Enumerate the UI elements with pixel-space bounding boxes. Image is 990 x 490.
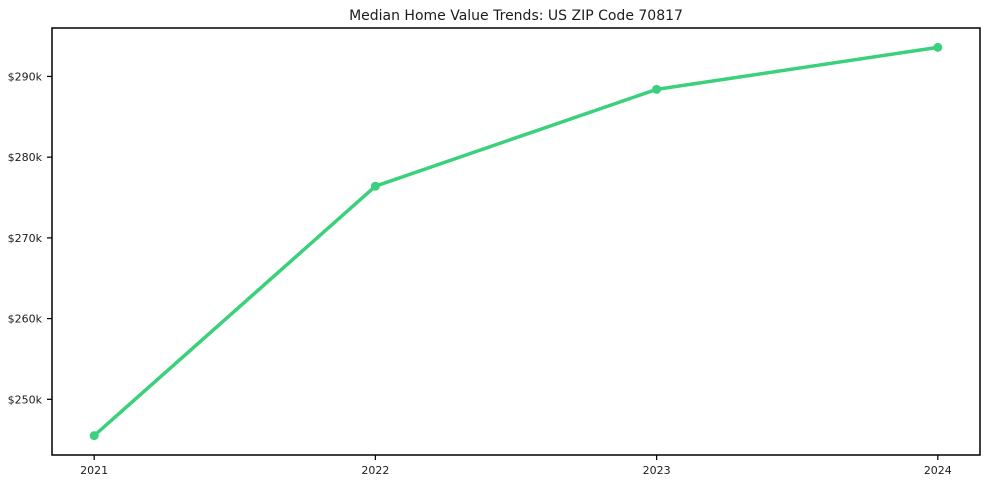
data-point-2024 bbox=[933, 42, 943, 52]
y-tick-label: $290k bbox=[8, 70, 43, 83]
data-point-2022 bbox=[370, 181, 380, 191]
series-line bbox=[92, 45, 940, 438]
y-tick-label: $270k bbox=[8, 232, 43, 245]
x-tick-label: 2023 bbox=[643, 464, 671, 477]
y-tick-label: $280k bbox=[8, 151, 43, 164]
x-tick-label: 2022 bbox=[361, 464, 389, 477]
data-point-2021 bbox=[89, 431, 99, 441]
chart-title: Median Home Value Trends: US ZIP Code 70… bbox=[349, 8, 683, 24]
data-point-2023 bbox=[652, 84, 662, 94]
plot-frame bbox=[51, 27, 981, 456]
y-tick-label: $250k bbox=[8, 393, 43, 406]
x-tick-label: 2024 bbox=[924, 464, 952, 477]
x-tick-label: 2021 bbox=[80, 464, 108, 477]
y-tick-label: $260k bbox=[8, 313, 43, 326]
